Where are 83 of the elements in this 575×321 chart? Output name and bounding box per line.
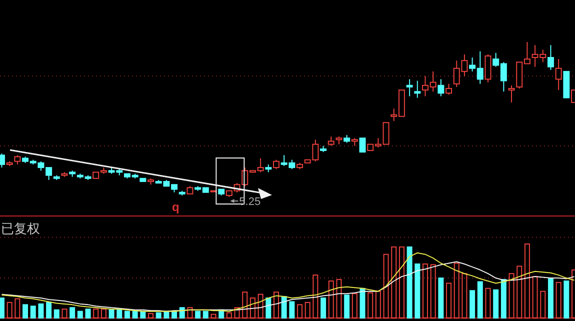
bar (383, 254, 389, 318)
bar (202, 310, 208, 318)
candlestick (272, 159, 280, 170)
bar (140, 310, 146, 318)
bar (477, 281, 483, 318)
candlestick (406, 78, 413, 97)
bar (234, 307, 240, 318)
bar (85, 308, 91, 318)
candlestick (359, 138, 366, 153)
bar (548, 278, 554, 318)
bar (132, 310, 138, 318)
candlestick (446, 83, 452, 96)
bar (156, 312, 162, 318)
candlestick (484, 54, 492, 83)
bar (116, 309, 122, 318)
candlestick (547, 44, 554, 70)
bar (454, 262, 460, 318)
bar (210, 314, 216, 318)
bar (336, 279, 342, 318)
bar (297, 304, 303, 318)
bar (524, 244, 530, 318)
bar (438, 278, 444, 318)
bar (516, 266, 522, 318)
bar (430, 264, 436, 318)
bar (391, 246, 397, 318)
candlestick (438, 78, 444, 97)
bar (108, 309, 114, 318)
candlestick (555, 58, 562, 91)
candlestick (328, 136, 334, 146)
bar (0, 298, 4, 318)
bar (344, 294, 350, 318)
bar (508, 273, 514, 318)
candlestick (414, 80, 421, 98)
bar (100, 308, 106, 318)
bar (30, 306, 36, 318)
bar (46, 302, 52, 318)
bar (195, 310, 201, 318)
bar (226, 312, 232, 318)
bar (242, 292, 248, 318)
bar (328, 280, 334, 318)
bar (124, 310, 130, 318)
bar (281, 296, 287, 318)
bar (62, 308, 68, 318)
bar (187, 307, 193, 318)
bar (500, 279, 506, 318)
bar (368, 292, 374, 318)
bar (312, 274, 318, 318)
candlestick (508, 84, 515, 103)
candlestick (14, 154, 21, 165)
bar (320, 298, 326, 318)
bar (77, 310, 83, 318)
bar (470, 290, 476, 318)
bar (352, 293, 358, 318)
bar (446, 282, 452, 318)
bar (564, 280, 570, 318)
bar (6, 302, 12, 318)
bar (266, 298, 272, 318)
bar (258, 294, 264, 318)
bar (289, 301, 295, 318)
bar (422, 263, 428, 318)
bar (22, 304, 28, 318)
bar (375, 290, 381, 318)
bar (38, 303, 44, 318)
bar (462, 273, 468, 318)
bar (304, 302, 310, 318)
bar (70, 307, 76, 318)
bar (250, 298, 256, 318)
bar (493, 289, 499, 318)
bar (14, 298, 20, 318)
bar (273, 292, 279, 318)
bar (148, 313, 154, 318)
chart-title: 已复权 (1, 222, 40, 237)
bar (54, 309, 60, 318)
bar (406, 246, 412, 318)
bar (540, 290, 546, 318)
bar (414, 263, 420, 318)
bar (172, 310, 178, 318)
bar (485, 288, 491, 318)
bar (556, 282, 562, 318)
text: q (172, 200, 180, 214)
bar (93, 308, 99, 318)
bar (398, 246, 404, 318)
bar (532, 276, 538, 318)
